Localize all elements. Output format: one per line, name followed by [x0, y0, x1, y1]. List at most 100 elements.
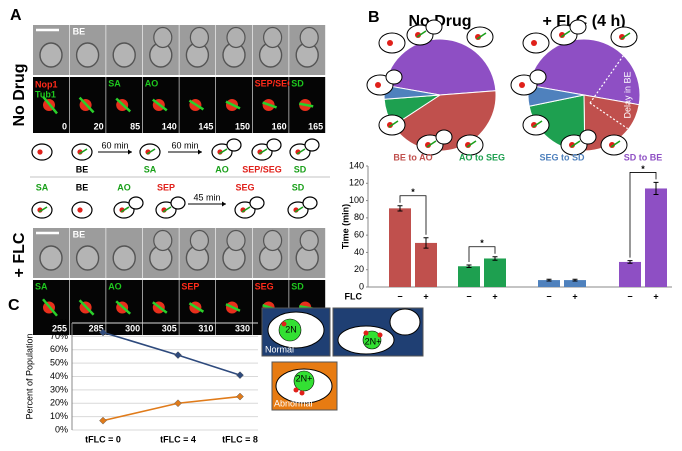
- bud: [189, 26, 209, 49]
- cartoon-label: BE: [76, 182, 89, 192]
- cartoon-bud: [266, 138, 282, 152]
- significance-label: *: [411, 187, 415, 197]
- pie-annotation: Delay in BE: [622, 71, 632, 118]
- pie-cartoon-nucleus: [425, 142, 431, 148]
- y-tick-label: 20: [354, 264, 364, 274]
- stage-label: SA: [35, 281, 48, 291]
- cartoon-label: AO: [215, 164, 229, 174]
- pie-cartoon-spindle: [466, 140, 477, 148]
- panel-label: A: [10, 7, 22, 24]
- error-bar: [572, 278, 578, 282]
- y-tick-label: 20%: [50, 398, 68, 408]
- y-tick-label: 120: [349, 178, 364, 188]
- pie-cartoon-nucleus: [559, 32, 565, 38]
- cartoon-bud: [128, 196, 144, 210]
- spb: [293, 387, 299, 393]
- cartoon-spindle: [294, 206, 304, 213]
- bud: [299, 26, 319, 49]
- spindle: [262, 101, 278, 109]
- stage-label: AO: [108, 281, 122, 291]
- pie-cartoon-nucleus: [569, 142, 575, 148]
- pie-cartoon-spindle: [560, 30, 571, 38]
- error-bar: [492, 256, 498, 261]
- spb: [377, 332, 383, 338]
- y-tick-label: 70%: [50, 331, 68, 341]
- bud: [153, 26, 173, 49]
- bud: [189, 229, 209, 252]
- y-tick-label: 100: [349, 195, 364, 205]
- time-label: 300: [125, 323, 140, 333]
- arrow-label: 60 min: [101, 140, 128, 150]
- series-label: −: [397, 291, 402, 301]
- pie-cartoon-spindle: [570, 140, 581, 148]
- pie-cartoon-spindle: [610, 140, 621, 148]
- x-axis-label: FLC: [345, 291, 363, 301]
- cartoon-nucleus: [77, 207, 83, 213]
- bud: [389, 308, 421, 336]
- y-tick-label: 80: [354, 212, 364, 222]
- pie-cartoon-spindle: [620, 32, 631, 40]
- cartoon-spindle: [241, 206, 251, 213]
- pie-cartoon-bud: [569, 19, 587, 35]
- marker: [236, 371, 244, 380]
- nucleus: [293, 370, 315, 392]
- cell: [39, 42, 63, 68]
- y-tick-label: 50%: [50, 358, 68, 368]
- channel-label: Tub1: [35, 89, 56, 99]
- error-bar: [653, 181, 659, 196]
- error-bar: [627, 260, 633, 264]
- bud: [299, 229, 319, 252]
- bar: [458, 266, 480, 287]
- delay-boundary: [589, 55, 629, 130]
- y-tick-label: 80%: [50, 317, 68, 327]
- bud: [226, 229, 246, 252]
- marker: [99, 416, 107, 425]
- significance-bracket: [399, 195, 427, 235]
- arrow-head: [222, 201, 226, 207]
- y-tick-label: 40: [354, 247, 364, 257]
- series-label: +: [653, 291, 658, 301]
- time-label: 255: [52, 323, 67, 333]
- y-tick-label: 0%: [55, 424, 68, 434]
- error-bar: [466, 264, 472, 269]
- pie-cartoon-nucleus: [531, 122, 537, 128]
- pie-cartoon-nucleus: [415, 32, 421, 38]
- marker: [174, 351, 182, 359]
- error-bar: [397, 205, 403, 212]
- tile-label: BE: [73, 229, 86, 239]
- pie-cartoon-nucleus: [531, 40, 537, 46]
- spindle: [115, 97, 132, 113]
- pie-cartoon-nucleus: [375, 82, 381, 88]
- spindle: [42, 298, 58, 317]
- pie-cartoon-nucleus: [387, 40, 393, 46]
- bud: [263, 26, 283, 49]
- cell: [112, 42, 136, 68]
- stage-label: AO: [145, 78, 159, 88]
- stage-label: SEP/SEG: [255, 78, 295, 88]
- y-tick-label: 140: [349, 160, 364, 170]
- significance-bracket: [629, 172, 657, 258]
- time-label: 150: [235, 121, 250, 131]
- cartoon-label: SD: [292, 182, 305, 192]
- time-label: 20: [94, 121, 104, 131]
- bar: [619, 261, 641, 287]
- series-label: +: [572, 291, 577, 301]
- box-label: Normal: [265, 344, 294, 354]
- cartoon-nucleus: [37, 149, 43, 155]
- pie-cartoon-spindle: [426, 140, 437, 148]
- series-label: +: [492, 291, 497, 301]
- cartoon-spindle: [146, 148, 156, 155]
- significance-bracket: [468, 246, 496, 262]
- cell: [75, 42, 100, 68]
- pie-cartoon-spindle: [532, 120, 543, 128]
- pie-cartoon-bud: [435, 129, 453, 145]
- nucleus-label: 2N+: [365, 336, 382, 346]
- x-tick-label: tFLC = 0: [85, 434, 121, 444]
- spb: [363, 330, 369, 336]
- time-label: 305: [162, 323, 177, 333]
- stage-label: SD: [291, 281, 304, 291]
- y-tick-label: 10%: [50, 411, 68, 421]
- stage-label: SEG: [255, 281, 274, 291]
- y-tick-label: 60%: [50, 344, 68, 354]
- cell: [39, 245, 63, 271]
